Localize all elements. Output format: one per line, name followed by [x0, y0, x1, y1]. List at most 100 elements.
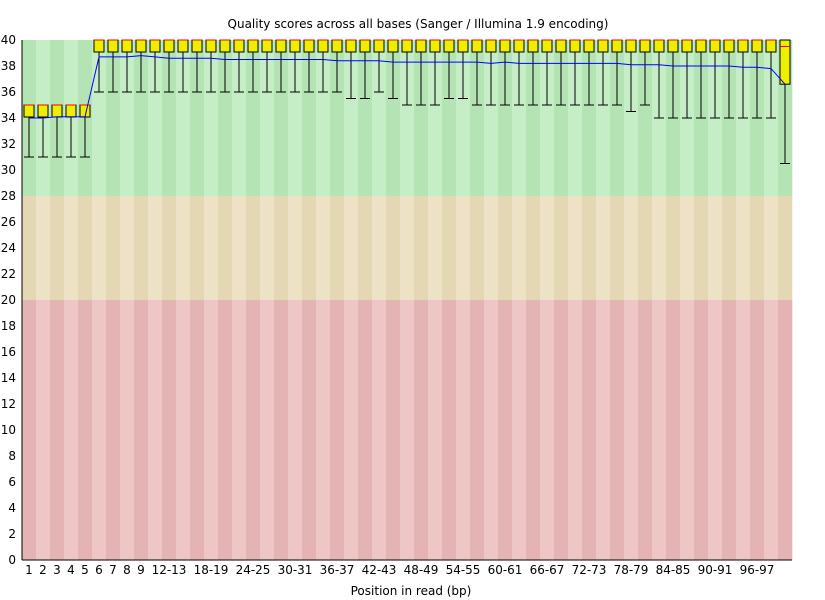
quartile-box [471, 39, 483, 53]
quartile-box [401, 39, 413, 53]
quartile-box [163, 39, 175, 53]
band-2-stripe [148, 300, 163, 560]
x-tick-label: 5 [81, 563, 89, 577]
band-0-stripe [624, 40, 639, 196]
quartile-box [345, 39, 357, 53]
band-2-stripe [400, 300, 415, 560]
band-2-stripe [638, 300, 653, 560]
band-1-stripe [232, 196, 247, 300]
band-1-stripe [778, 196, 793, 300]
band-2-stripe [36, 300, 51, 560]
box-plot-78-79 [625, 39, 637, 112]
quartile-box [205, 39, 217, 53]
quartile-box [121, 39, 133, 53]
band-1-stripe [456, 196, 471, 300]
band-2-stripe [540, 300, 555, 560]
quartile-box [709, 39, 721, 53]
band-0-stripe [344, 40, 359, 196]
quartile-box [331, 39, 343, 53]
band-2-stripe [78, 300, 93, 560]
band-2-stripe [414, 300, 429, 560]
band-1-stripe [442, 196, 457, 300]
quartile-box [513, 39, 525, 53]
band-2-stripe [162, 300, 177, 560]
band-0-stripe [568, 40, 583, 196]
band-2-stripe [190, 300, 205, 560]
band-2-stripe [512, 300, 527, 560]
band-1-stripe [204, 196, 219, 300]
x-tick-label: 96-97 [740, 563, 775, 577]
x-tick-label: 36-37 [320, 563, 355, 577]
y-tick-label: 34 [1, 111, 16, 125]
band-1-stripe [176, 196, 191, 300]
band-1-stripe [498, 196, 513, 300]
box-plot-56-57 [471, 39, 483, 106]
y-tick-label: 30 [1, 163, 16, 177]
box-plot-8 [121, 39, 133, 93]
box-plot-72-73 [583, 39, 595, 106]
band-0-stripe [106, 40, 121, 196]
band-0-stripe [554, 40, 569, 196]
band-2-stripe [498, 300, 513, 560]
band-2-stripe [50, 300, 65, 560]
band-0-stripe [92, 40, 107, 196]
box-plot-46-47 [401, 39, 413, 106]
quartile-box [485, 39, 497, 53]
y-tick-label: 6 [8, 475, 16, 489]
box-plot-44-45 [387, 39, 399, 99]
y-tick-label: 12 [1, 397, 16, 411]
band-0-stripe [162, 40, 177, 196]
x-tick-label: 30-31 [278, 563, 313, 577]
band-0-stripe [582, 40, 597, 196]
band-0-stripe [442, 40, 457, 196]
band-1-stripe [554, 196, 569, 300]
band-1-stripe [316, 196, 331, 300]
y-tick-label: 22 [1, 267, 16, 281]
quartile-box [317, 39, 329, 53]
y-tick-label: 36 [1, 85, 16, 99]
quartile-box [723, 39, 735, 53]
quartile-box [555, 39, 567, 53]
box-plot-38-39 [345, 39, 357, 99]
quartile-box [219, 39, 231, 53]
band-0-stripe [414, 40, 429, 196]
quartile-box [569, 39, 581, 53]
band-2-stripe [106, 300, 121, 560]
band-2-stripe [764, 300, 779, 560]
quartile-box [247, 39, 259, 53]
band-1-stripe [302, 196, 317, 300]
band-2-stripe [442, 300, 457, 560]
band-1-stripe [106, 196, 121, 300]
band-2-stripe [428, 300, 443, 560]
band-2-stripe [694, 300, 709, 560]
band-1-stripe [736, 196, 751, 300]
x-tick-label: 72-73 [572, 563, 607, 577]
box-plot-16-17 [191, 39, 203, 93]
x-tick-label: 78-79 [614, 563, 649, 577]
band-1-stripe [330, 196, 345, 300]
quartile-box [275, 39, 287, 53]
quartile-box [765, 39, 777, 53]
band-1-stripe [134, 196, 149, 300]
y-tick-label: 14 [1, 371, 16, 385]
x-tick-label: 18-19 [194, 563, 229, 577]
band-1-stripe [694, 196, 709, 300]
x-tick-label: 1 [25, 563, 33, 577]
band-0-stripe [246, 40, 261, 196]
band-1-stripe [722, 196, 737, 300]
quartile-box [457, 39, 469, 53]
quartile-box [751, 39, 763, 53]
band-2-stripe [652, 300, 667, 560]
band-0-stripe [498, 40, 513, 196]
band-2-stripe [218, 300, 233, 560]
y-tick-label: 28 [1, 189, 16, 203]
quality-bands [22, 40, 793, 560]
band-0-stripe [288, 40, 303, 196]
quartile-box [499, 39, 511, 53]
quartile-box [583, 39, 595, 53]
band-0-stripe [540, 40, 555, 196]
x-tick-label: 60-61 [488, 563, 523, 577]
box-plot-70-71 [569, 39, 581, 106]
box-plot-26-27 [261, 39, 273, 93]
x-tick-label: 3 [53, 563, 61, 577]
